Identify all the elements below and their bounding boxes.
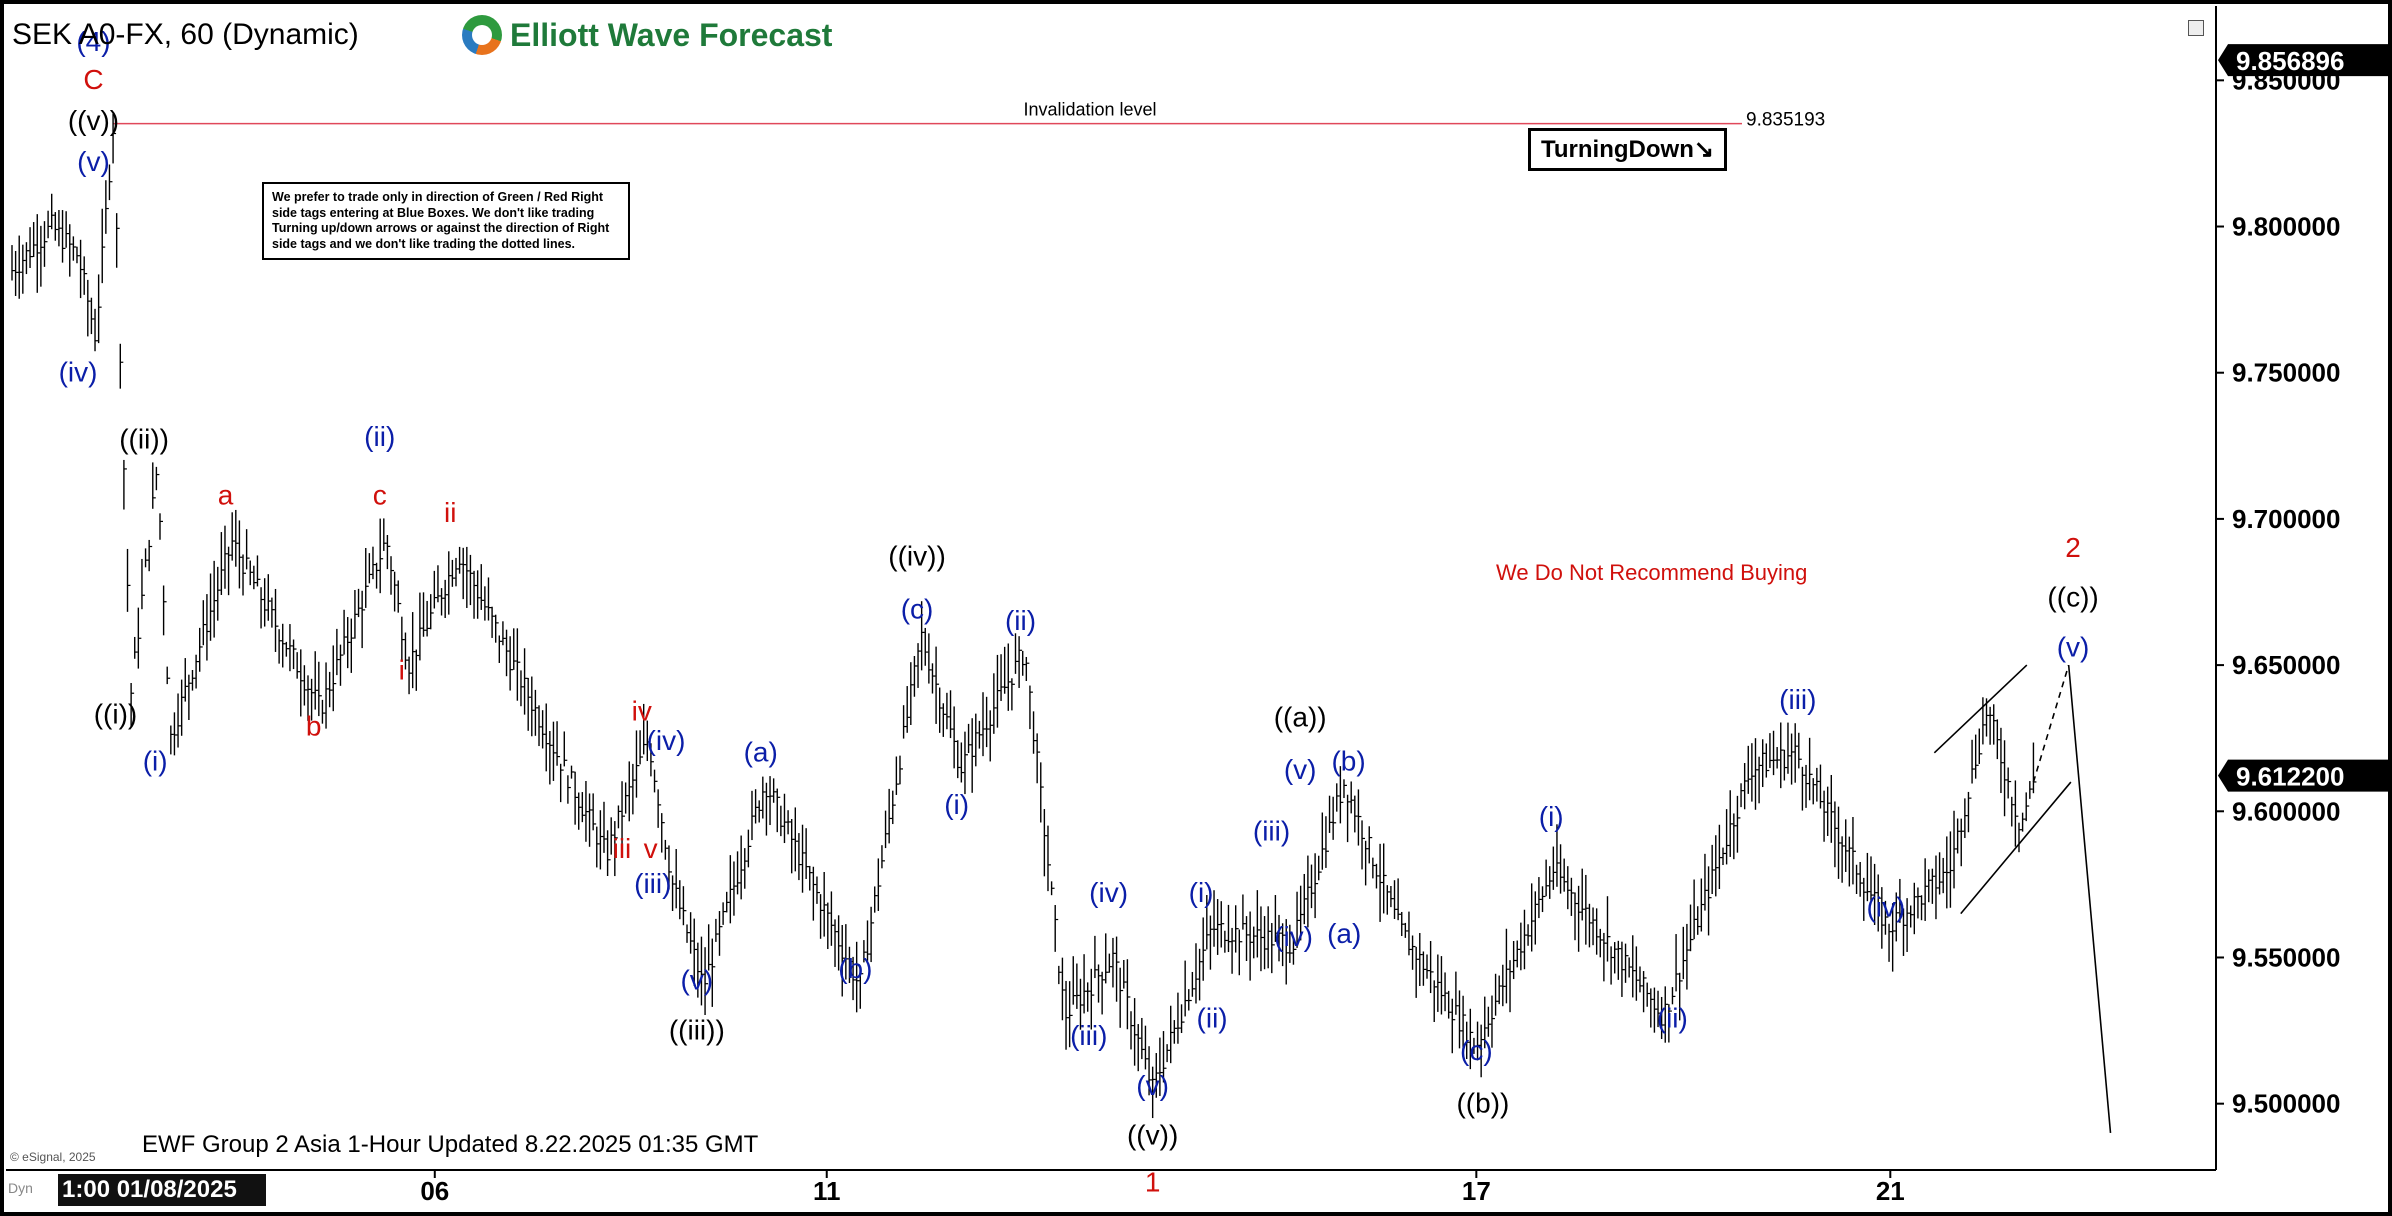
wave-label: v [644, 833, 658, 864]
channel-upper-line [1933, 664, 2028, 754]
turning-tag: TurningDown↘ [1528, 128, 1727, 171]
update-caption: EWF Group 2 Asia 1-Hour Updated 8.22.202… [142, 1131, 759, 1158]
y-tick-label: 9.700000 [2232, 504, 2340, 534]
wave-label: (i) [1539, 801, 1564, 832]
wave-label: (a) [1327, 918, 1361, 949]
wave-label: ((a)) [1274, 701, 1327, 732]
wave-label: b [306, 710, 322, 741]
wave-label: (iii) [1253, 816, 1290, 847]
wave-label: c [373, 479, 387, 510]
wave-label: (iii) [634, 868, 671, 899]
wave-label: ((ii)) [119, 424, 169, 455]
wave-label: ((iii)) [669, 1014, 725, 1045]
arrow-down-right-icon: ↘ [1693, 136, 1714, 163]
wave-label: (ii) [1197, 1003, 1228, 1034]
y-tick-label: 9.550000 [2232, 942, 2340, 972]
last-price-badge: 9.612200 [2236, 762, 2344, 792]
turning-label: TurningDown [1541, 136, 1694, 163]
invalidation-value: 9.835193 [1746, 110, 1825, 131]
wave-label: ii [444, 497, 456, 528]
y-tick-label: 9.650000 [2232, 650, 2340, 680]
wave-label: i [399, 655, 405, 686]
wave-label: (iv) [1274, 921, 1313, 952]
symbol-title: SEK A0-FX, 60 (Dynamic) [12, 18, 359, 51]
dyn-label: Dyn [8, 1180, 33, 1196]
wave-label: C [83, 64, 103, 95]
wave-label: ((c)) [2047, 582, 2098, 613]
wave-label: (iii) [1070, 1020, 1107, 1051]
brand-name: Elliott Wave Forecast [510, 16, 833, 53]
channel-lower-line [1960, 781, 2072, 915]
wave-label: 1 [1145, 1166, 1161, 1197]
wave-label: (ii) [1657, 1003, 1688, 1034]
wave-label: ((v)) [68, 105, 119, 136]
wave-label: (ii) [1005, 605, 1036, 636]
logo-icon [462, 15, 502, 55]
wave-label: a [218, 479, 234, 510]
x-tick-label: 21 [1876, 1176, 1905, 1206]
wave-label: (v) [1284, 754, 1317, 785]
high-price-badge: 9.856896 [2236, 46, 2344, 76]
wave-label: (c) [1460, 1035, 1493, 1066]
window-icon[interactable] [2188, 20, 2204, 36]
projection-line [2067, 665, 2112, 1133]
wave-label: ((iv)) [888, 541, 946, 572]
y-tick-label: 9.600000 [2232, 796, 2340, 826]
wave-label: (v) [2057, 631, 2090, 662]
wave-label: (iv) [59, 356, 98, 387]
source-credit: © eSignal, 2025 [10, 1150, 96, 1164]
wave-label: 2 [2065, 532, 2081, 563]
wave-label: (i) [944, 789, 969, 820]
wave-label: ((b)) [1456, 1087, 1509, 1118]
wave-label: (iv) [1089, 877, 1128, 908]
x-tick-label: 06 [420, 1176, 449, 1206]
y-tick-label: 9.500000 [2232, 1089, 2340, 1119]
wave-label: (v) [77, 146, 110, 177]
wave-label: iv [632, 696, 652, 727]
last-price-badge-bg [2218, 759, 2388, 792]
recommendation-text: We Do Not Recommend Buying [1496, 560, 1807, 585]
x-tick-label: 17 [1462, 1176, 1491, 1206]
high-price-badge-bg [2218, 44, 2388, 77]
wave-label: (b) [838, 953, 872, 984]
wave-label: (iv) [647, 725, 686, 756]
wave-label: (v) [680, 965, 713, 996]
y-tick-label: 9.750000 [2232, 358, 2340, 388]
wave-label: (i) [143, 745, 168, 776]
projection-dashed [2032, 664, 2070, 783]
invalidation-text: Invalidation level [1023, 100, 1156, 120]
wave-label: iii [613, 833, 632, 864]
wave-label: (c) [901, 593, 934, 624]
wave-label: (iv) [1866, 892, 1905, 923]
wave-label: (ii) [364, 421, 395, 452]
wave-label: (v) [1136, 1070, 1169, 1101]
trading-note: We prefer to trade only in direction of … [262, 182, 630, 260]
wave-label: (b) [1331, 745, 1365, 776]
cursor-date: 1:00 01/08/2025 [58, 1174, 266, 1206]
wave-label: (a) [744, 737, 778, 768]
y-tick-label: 9.800000 [2232, 212, 2340, 242]
brand-logo: Elliott Wave Forecast [462, 12, 832, 58]
wave-label: (i) [1189, 877, 1214, 908]
wave-label: ((i)) [94, 699, 138, 730]
wave-label: (iii) [1779, 684, 1816, 715]
wave-label: (4) [76, 26, 110, 57]
wave-label: ((v)) [1127, 1120, 1178, 1151]
x-tick-label: 11 [813, 1176, 841, 1206]
